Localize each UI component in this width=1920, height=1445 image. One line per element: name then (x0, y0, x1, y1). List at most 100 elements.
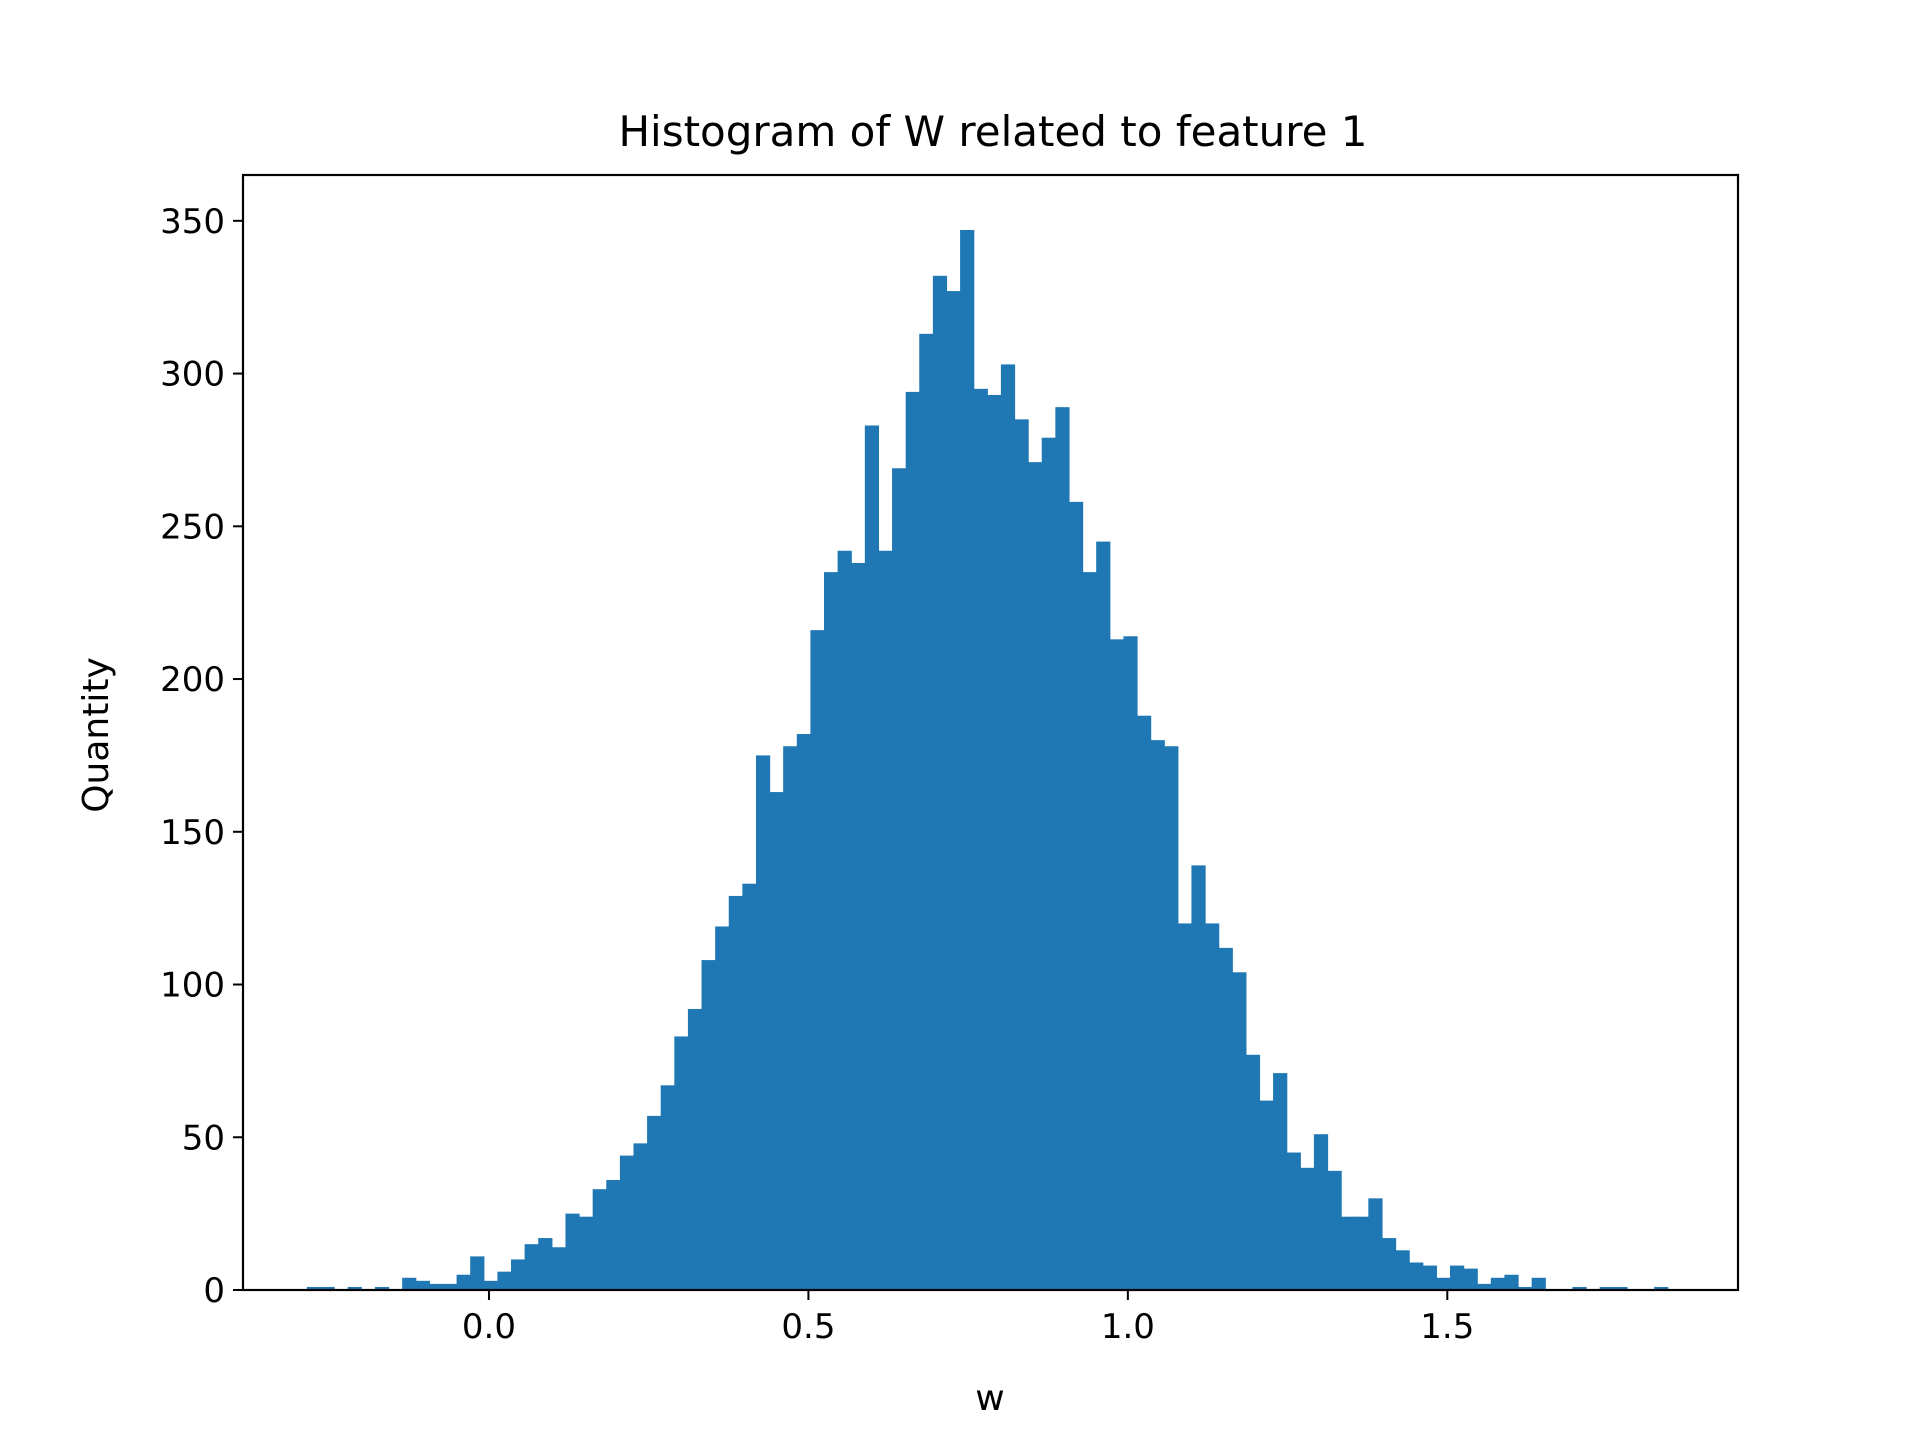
histogram-bar (878, 550, 893, 1290)
histogram-bar (1286, 1152, 1301, 1290)
histogram-bar (1218, 947, 1233, 1290)
histogram-bar (1259, 1100, 1274, 1290)
histogram-bar (919, 333, 934, 1291)
histogram-bar (1654, 1286, 1669, 1290)
y-tick-label: 200 (160, 660, 225, 700)
histogram-bar (606, 1180, 621, 1290)
histogram-bar (769, 792, 784, 1290)
histogram-bar (633, 1143, 648, 1290)
histogram-bar (619, 1155, 635, 1290)
histogram-bar (810, 630, 825, 1290)
histogram-bar (470, 1256, 485, 1290)
histogram-bar (1572, 1286, 1587, 1290)
histogram-bar (1123, 636, 1138, 1290)
histogram-bar (837, 550, 852, 1290)
x-tick-label: 1.0 (1101, 1307, 1155, 1347)
histogram-bar (1463, 1268, 1478, 1290)
histogram-bar (1232, 972, 1247, 1290)
histogram-bar (592, 1189, 607, 1290)
y-axis-ticks: 0 50 100 150 200 250 300 350 (160, 202, 243, 1311)
histogram-bar (687, 1008, 703, 1290)
y-tick-label: 100 (160, 966, 225, 1006)
histogram-bar (1177, 923, 1193, 1290)
histogram-bar (415, 1280, 430, 1290)
histogram-bar (1068, 501, 1084, 1290)
y-tick-label: 300 (160, 355, 225, 395)
histogram-bar (851, 562, 866, 1290)
histogram-bar (1055, 407, 1070, 1290)
y-axis-label: Quantity (76, 657, 117, 813)
histogram-bar (864, 425, 880, 1290)
histogram-bar (987, 394, 1002, 1290)
x-tick-label: 0.0 (462, 1307, 516, 1347)
histogram-bar (402, 1277, 417, 1290)
histogram-bar (1354, 1216, 1369, 1290)
y-tick-label: 350 (160, 202, 225, 242)
histogram-bar (783, 746, 798, 1290)
histogram-bar (1504, 1274, 1519, 1290)
histogram-bar (1368, 1198, 1383, 1290)
histogram-bar (715, 926, 730, 1290)
y-tick-label: 150 (160, 813, 225, 853)
histogram-bar (647, 1115, 662, 1290)
histogram-bar (1381, 1238, 1397, 1290)
y-tick-label: 250 (160, 507, 225, 547)
chart-title: Histogram of W related to feature 1 (618, 107, 1367, 156)
histogram-bar (1341, 1216, 1356, 1290)
histogram-bar (1395, 1250, 1410, 1290)
histogram-bar (1028, 462, 1043, 1290)
histogram-bar (347, 1286, 362, 1290)
histogram-bar (1109, 639, 1124, 1290)
histogram-bar (1599, 1286, 1614, 1290)
histogram-bar (973, 388, 988, 1291)
histogram-bar (1490, 1277, 1506, 1290)
histogram-bar (742, 883, 757, 1290)
histogram-bar (1000, 364, 1016, 1290)
histogram-bar (1273, 1073, 1288, 1290)
histogram-bar (565, 1213, 580, 1290)
histogram-bar (1082, 572, 1097, 1290)
histogram-bar (824, 572, 839, 1290)
histogram-bar (1191, 865, 1206, 1290)
histogram-bar (483, 1280, 499, 1290)
histogram-bar (1300, 1167, 1315, 1290)
histogram-bar (429, 1283, 444, 1290)
histogram-bar (511, 1259, 526, 1290)
histogram-bar (1041, 437, 1056, 1291)
histogram-bar (660, 1085, 675, 1290)
histogram-bar (1518, 1286, 1533, 1290)
histogram-bar (1164, 746, 1179, 1290)
histogram-bar (320, 1286, 335, 1290)
histogram-bar (1449, 1265, 1465, 1290)
histogram-bar (551, 1247, 567, 1290)
histogram-bar (674, 1036, 689, 1290)
histogram-bar (1014, 419, 1029, 1290)
histogram-bar (960, 229, 975, 1291)
histogram-bar (932, 275, 948, 1290)
histogram-bar (796, 734, 811, 1290)
histogram-bars (306, 229, 1669, 1291)
histogram-bar (1422, 1265, 1437, 1290)
histogram-bar (1313, 1134, 1329, 1290)
x-tick-label: 1.5 (1420, 1307, 1474, 1347)
histogram-bar (374, 1286, 390, 1290)
histogram-bar (728, 895, 743, 1290)
histogram-bar (905, 391, 920, 1290)
histogram-bar (1327, 1170, 1342, 1290)
histogram-bar (497, 1271, 512, 1290)
plot-frame (241, 173, 1740, 1292)
histogram-bar (1150, 740, 1165, 1290)
histogram-bar (1409, 1262, 1424, 1290)
histogram-bar (306, 1286, 322, 1290)
histogram-bar (1096, 541, 1111, 1290)
histogram-bar (701, 960, 716, 1290)
histogram-bar (755, 755, 771, 1290)
histogram-bar (538, 1238, 553, 1290)
y-tick-label: 0 (203, 1271, 225, 1311)
x-tick-label: 0.5 (781, 1307, 835, 1347)
histogram-bar (579, 1216, 594, 1290)
histogram-bar (1613, 1286, 1628, 1290)
histogram-bar (1477, 1283, 1492, 1290)
